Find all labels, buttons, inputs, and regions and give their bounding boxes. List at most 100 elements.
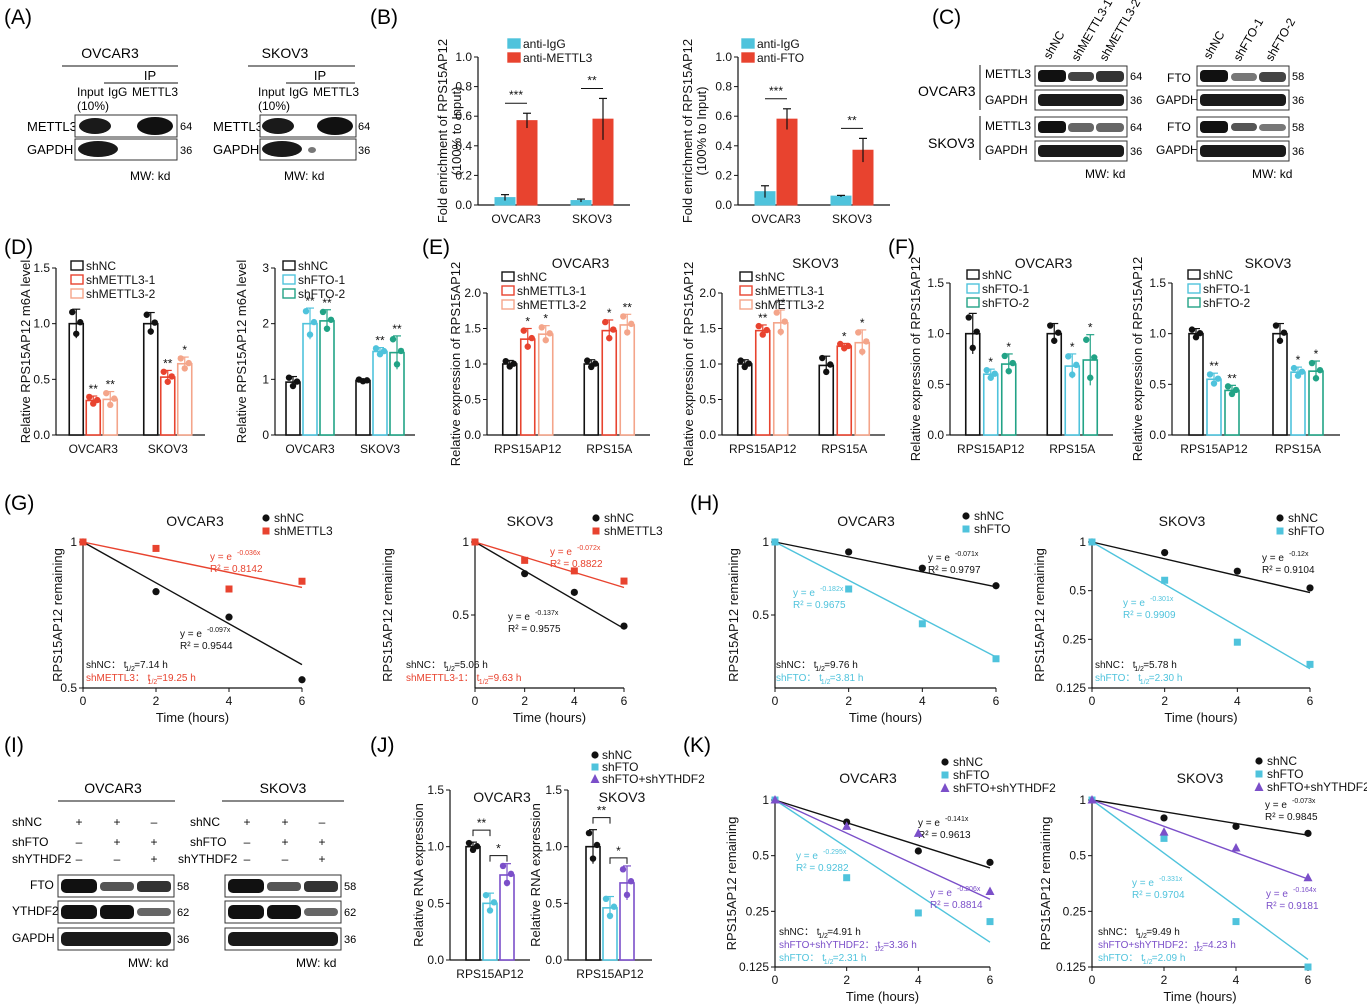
data-point [1160,834,1168,842]
significance-mark: *** [769,84,783,98]
legend-swatch [966,269,980,280]
x-tick-label: 2 [843,973,850,987]
data-point [473,843,481,850]
lane-label: shNC [1200,28,1227,61]
y-tick-label: 0.5 [452,608,469,622]
bar [516,120,538,206]
data-point [520,327,527,334]
data-point [1232,918,1240,926]
significance-mark: ** [847,113,857,127]
data-point [285,374,293,381]
fit-line [774,799,991,900]
sign-mark: – [76,835,83,849]
half-life-subscript: 1/2 [445,666,455,673]
data-point [763,326,770,334]
bar [302,322,318,436]
legend-label: shFTO-2 [298,287,345,301]
data-point [538,324,545,331]
blot-i: OVCAR3 SKOV3 shNC shFTO shYTHDF2 shNC sh… [12,780,356,970]
legend-label: anti-IgG [523,37,566,51]
significance-mark: * [182,343,187,357]
chart-title: OVCAR3 [837,513,895,529]
chart-f1: 0.0 0.5 1.0 1.5 Relative expression of RPS15… [908,255,1113,461]
data-point [1214,375,1222,382]
bar [372,350,388,436]
x-tick-label: RPS15A [1275,442,1321,456]
band [267,905,301,919]
data-point [602,318,609,326]
row-label: GAPDH [1156,93,1199,107]
chart-title: SKOV3 [1177,770,1224,786]
legend-label: shMETTL3-2 [86,287,156,301]
significance-mark: ** [305,294,315,308]
significance-mark: ** [597,804,607,818]
data-point [992,582,1000,590]
bar [736,363,753,436]
y-tick-label: 0.5 [464,393,481,407]
data-point [143,311,150,318]
sign-mark: + [75,815,82,829]
ip-label: IP [314,68,326,83]
x-tick-label: RPS15AP12 [576,967,644,981]
band [1096,123,1124,132]
fit-exponent: -0.141x [945,816,969,823]
half-life-label: shFTO+shYTHDF2： t [1098,940,1199,951]
significance-mark: ** [587,73,597,87]
data-point [310,318,318,326]
y-axis-label: (100% to Input) [449,87,464,176]
y-tick-label: 0.0 [455,198,472,212]
data-point [624,329,631,336]
data-point [773,309,780,316]
y-tick-label: 0.5 [1069,584,1086,598]
y-label-group: Relative expression of RPS15AP12 [681,262,696,467]
mw-label: 36 [358,145,370,157]
chart-h2: 0 2 4 6 0.125 0.25 0.5 1 Time (hours) RPS15AP12 r… [1032,511,1324,725]
band [228,905,264,919]
band [1038,145,1124,157]
data-point [107,401,114,409]
data-point [168,373,175,380]
x-tick-label: 4 [1234,694,1241,708]
row-label: GAPDH [985,143,1028,157]
y-tick-label: 0.0 [33,428,50,442]
data-point [372,345,380,352]
half-life-subscript: 1/2 [821,679,831,686]
mw-label: 36 [180,145,192,157]
band [262,141,302,157]
fit-line [1091,541,1311,670]
fit-line [82,541,303,666]
half-life-subscript: 1/2 [874,946,884,953]
legend-marker [262,514,270,522]
cond-label: shFTO [190,835,226,849]
chart-title: SKOV3 [599,789,646,805]
cell-label: SKOV3 [928,135,975,151]
half-life-subscript: 1/2 [1193,946,1203,953]
data-point [1280,329,1288,336]
y-tick-label: 0.5 [699,393,716,407]
data-point [502,357,509,365]
half-life-subscript: 1/2 [1137,933,1147,940]
data-point [606,912,614,919]
data-point [1088,538,1096,546]
y-tick-label: 0.125 [739,960,769,974]
data-point [542,336,549,344]
data-point [606,334,613,342]
cond-label: shYTHDF2 [178,852,238,866]
legend-swatch [501,271,515,282]
data-point [918,564,926,572]
row-label: YTHDF2 [12,904,59,918]
half-life-value: =2.30 h [1149,673,1183,684]
data-point [837,340,844,348]
y-tick-label: 0.5 [752,849,769,863]
mw-label: 36 [1130,146,1142,158]
data-point [289,382,297,390]
legend-marker [1276,527,1284,535]
blot-cell-title: OVCAR3 [81,45,139,61]
half-life-label: shMETTL3： t [86,673,151,684]
y-tick-label: 0.2 [455,168,472,182]
data-point [620,313,627,320]
legend-swatch [1187,269,1201,280]
legend-label: shFTO+shYTHDF2 [1267,780,1367,794]
legend-label: shFTO [602,760,638,774]
